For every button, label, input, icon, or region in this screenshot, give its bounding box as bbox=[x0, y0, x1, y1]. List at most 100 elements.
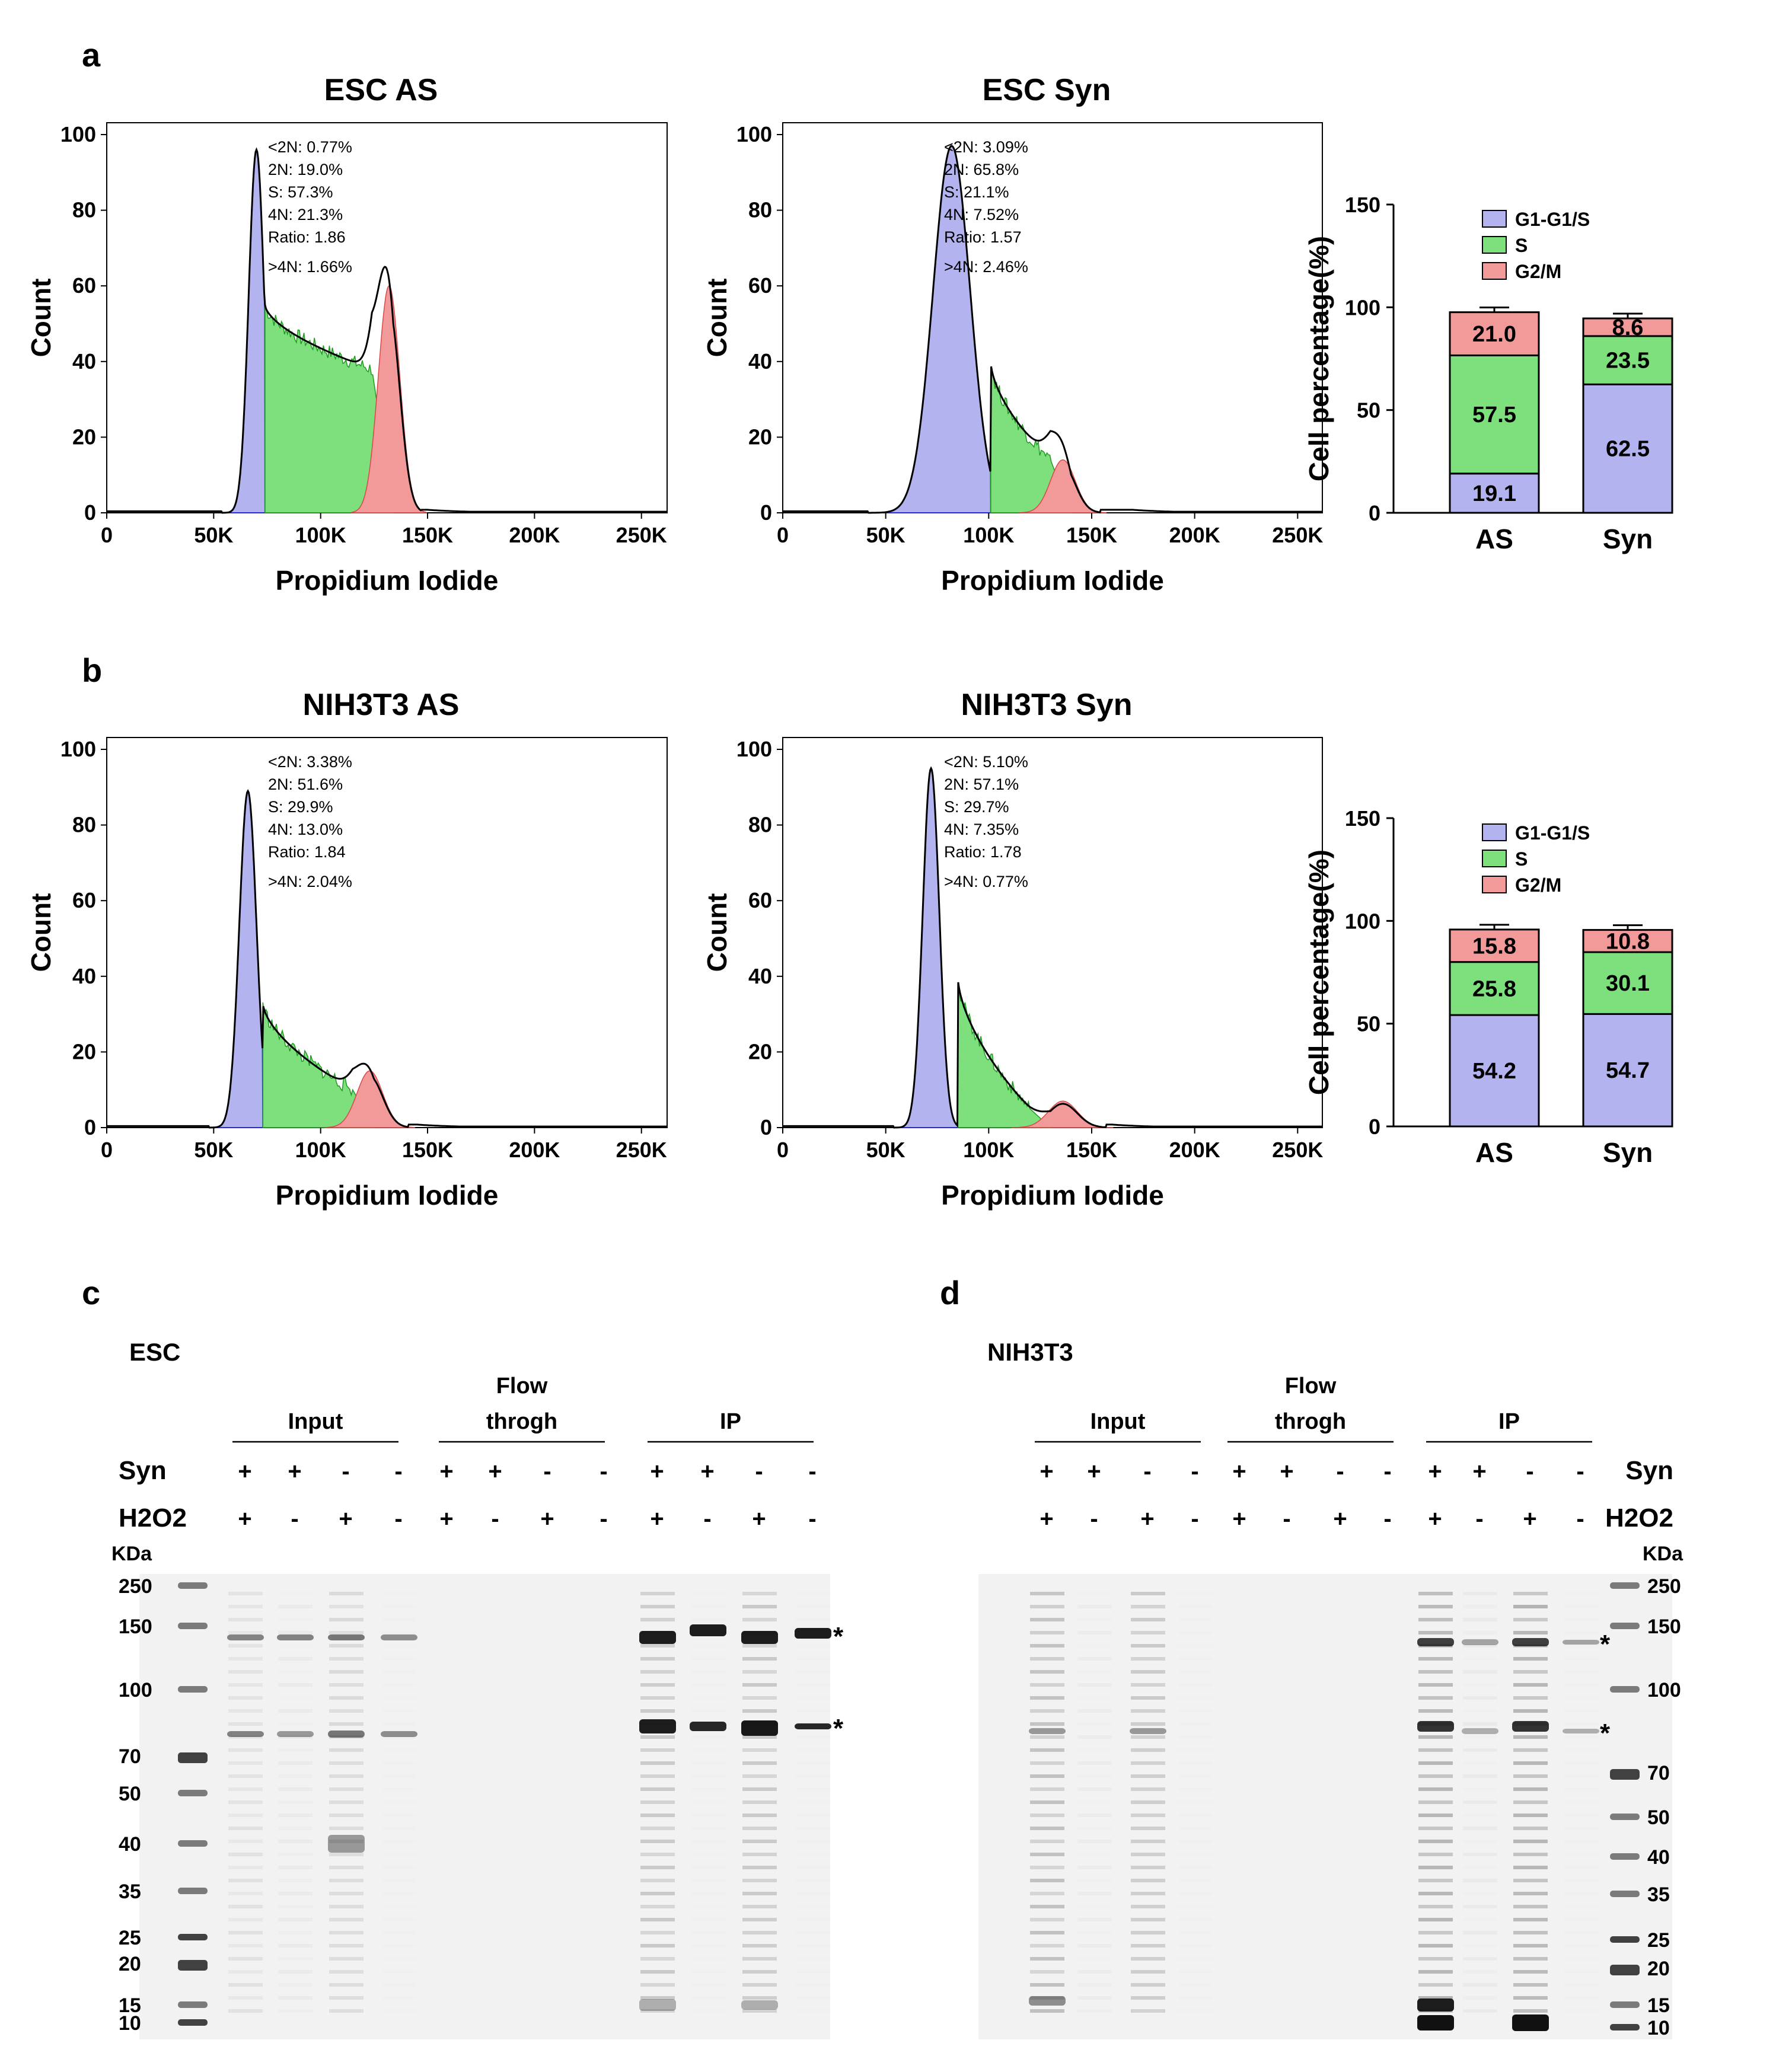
x-tick-label: 200K bbox=[1169, 523, 1220, 547]
mw-marker-label: 250 bbox=[119, 1575, 152, 1598]
ladder-band bbox=[1610, 2001, 1640, 2008]
smear-band bbox=[1178, 1983, 1213, 1987]
y-tick-label: 100 bbox=[1345, 909, 1380, 933]
smear-band bbox=[691, 1866, 725, 1869]
smear-band bbox=[796, 1853, 830, 1856]
syn-sign: + bbox=[1472, 1458, 1486, 1484]
data-label: 21.0 bbox=[1472, 322, 1516, 347]
smear-band bbox=[1564, 1592, 1598, 1595]
data-label: 10.8 bbox=[1606, 929, 1650, 954]
smear-band bbox=[1077, 1800, 1112, 1804]
h2o2-sign: - bbox=[1090, 1506, 1098, 1532]
smear-band bbox=[742, 1800, 777, 1804]
syn-sign: - bbox=[1143, 1458, 1151, 1484]
smear-band bbox=[1131, 1866, 1165, 1869]
y-tick-label: 20 bbox=[748, 424, 772, 449]
stat-line: Ratio: 1.78 bbox=[944, 843, 1022, 861]
smear-band bbox=[1463, 1644, 1497, 1648]
smear-band bbox=[1178, 1631, 1213, 1634]
smear-band bbox=[1564, 1814, 1598, 1817]
smear-band bbox=[278, 1592, 313, 1595]
smear-band bbox=[1077, 1996, 1112, 2000]
smear-band bbox=[1178, 1866, 1213, 1869]
smear-band bbox=[1077, 1814, 1112, 1817]
group-label: throgh bbox=[1275, 1409, 1346, 1434]
smear-band bbox=[228, 1592, 263, 1595]
syn-sign: - bbox=[755, 1458, 763, 1484]
smear-band bbox=[278, 1840, 313, 1843]
smear-band bbox=[640, 1696, 675, 1700]
mw-marker-label: 10 bbox=[119, 2012, 141, 2035]
smear-band bbox=[278, 1970, 313, 1974]
smear-band bbox=[1564, 1970, 1598, 1974]
smear-band bbox=[278, 1879, 313, 1882]
smear-band bbox=[228, 2009, 263, 2013]
asterisk: * bbox=[1600, 1719, 1611, 1748]
smear-band bbox=[1030, 1800, 1064, 1804]
smear-band bbox=[329, 1696, 363, 1700]
smear-band bbox=[278, 1800, 313, 1804]
ladder-band bbox=[178, 1790, 208, 1796]
smear-band bbox=[1077, 1631, 1112, 1634]
h2o2-sign: + bbox=[1523, 1506, 1536, 1532]
smear-band bbox=[1030, 1866, 1064, 1869]
smear-band bbox=[1418, 1853, 1453, 1856]
smear-band bbox=[796, 1683, 830, 1687]
smear-band bbox=[796, 1800, 830, 1804]
h2o2-sign: + bbox=[752, 1506, 766, 1532]
smear-band bbox=[228, 1787, 263, 1791]
smear-band bbox=[278, 1605, 313, 1608]
y-tick-label: 20 bbox=[748, 1039, 772, 1064]
smear-band bbox=[1463, 1814, 1497, 1817]
smear-band bbox=[278, 2009, 313, 2013]
smear-band bbox=[691, 1970, 725, 1974]
smear-band bbox=[1513, 1800, 1548, 1804]
smear-band bbox=[1463, 1840, 1497, 1843]
data-label: 57.5 bbox=[1472, 403, 1516, 427]
smear-band bbox=[1077, 1592, 1112, 1595]
smear-band bbox=[1030, 1787, 1064, 1791]
smear-band bbox=[640, 1996, 675, 2000]
smear-band bbox=[278, 1905, 313, 1908]
bar-segment-g2-m bbox=[1582, 317, 1673, 337]
smear-band bbox=[1463, 1735, 1497, 1739]
smear-band bbox=[1564, 1787, 1598, 1791]
x-tick-label: 150K bbox=[402, 1138, 453, 1162]
group-label: Flow bbox=[496, 1374, 548, 1399]
smear-band bbox=[691, 1774, 725, 1778]
smear-band bbox=[1178, 1748, 1213, 1752]
x-tick-label: 100K bbox=[295, 523, 346, 547]
protein-band bbox=[1417, 1998, 1454, 2012]
smear-band bbox=[1463, 1605, 1497, 1608]
smear-band bbox=[329, 1827, 363, 1830]
smear-band bbox=[1418, 1787, 1453, 1791]
bar-segment-g2-m bbox=[1582, 929, 1673, 953]
smear-band bbox=[1030, 1931, 1064, 1934]
bar-segment-g1-g1-s bbox=[1449, 1014, 1540, 1128]
legend-swatch bbox=[1482, 236, 1507, 254]
smear-band bbox=[1418, 1814, 1453, 1817]
smear-band bbox=[691, 1748, 725, 1752]
smear-band bbox=[742, 1670, 777, 1674]
smear-band bbox=[329, 1761, 363, 1765]
legend-label: G2/M bbox=[1515, 261, 1561, 282]
smear-band bbox=[1178, 1735, 1213, 1739]
smear-band bbox=[1418, 1774, 1453, 1778]
smear-band bbox=[329, 1879, 363, 1882]
smear-band bbox=[1077, 1696, 1112, 1700]
stat-line: <2N: 0.77% bbox=[268, 138, 352, 156]
group-label: throgh bbox=[486, 1409, 557, 1434]
smear-band bbox=[382, 1800, 416, 1804]
x-tick-label: 0 bbox=[777, 523, 789, 547]
smear-band bbox=[382, 1709, 416, 1713]
h2o2-sign: - bbox=[291, 1506, 298, 1532]
smear-band bbox=[640, 1735, 675, 1739]
syn-sign: + bbox=[439, 1458, 453, 1484]
smear-band bbox=[329, 1970, 363, 1974]
ladder-band bbox=[178, 1888, 208, 1894]
smear-band bbox=[228, 1957, 263, 1961]
y-tick-label: 100 bbox=[60, 737, 96, 761]
stacked-bar-chart-esc: 0 50 100 150 Cell percentage(%) 19.1 57.5 21.0 A… bbox=[1303, 193, 1673, 554]
mw-marker-label: 70 bbox=[119, 1745, 141, 1768]
syn-sign: - bbox=[394, 1458, 402, 1484]
